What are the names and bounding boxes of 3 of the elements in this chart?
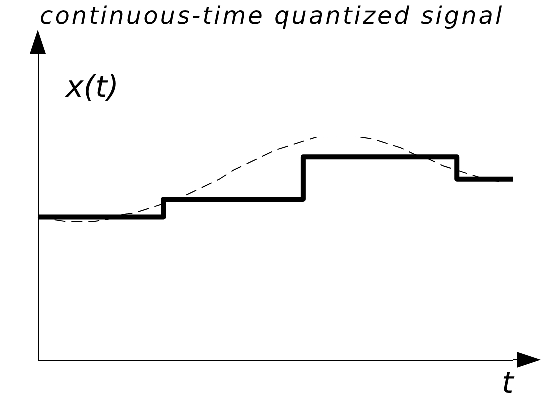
y-axis-title: x(t) (66, 70, 119, 105)
x-axis-title: t (502, 366, 514, 401)
chart-title: continuous-time quantized signal (40, 2, 504, 30)
